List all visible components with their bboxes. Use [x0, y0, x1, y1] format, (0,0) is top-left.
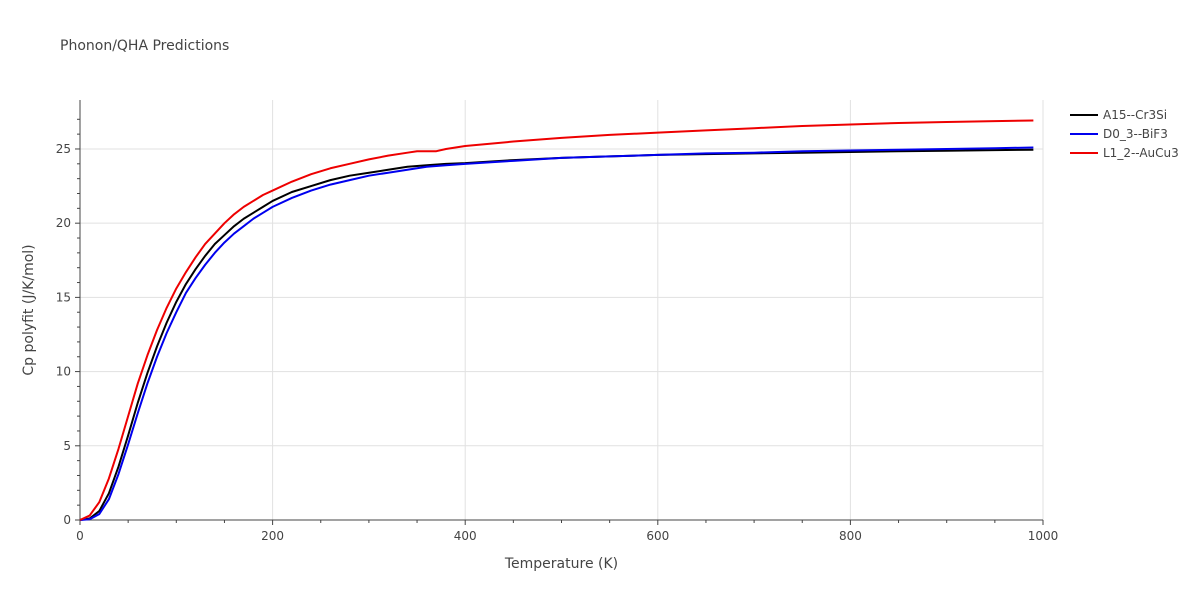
x-tick-label: 0 [76, 529, 84, 543]
legend-label-1: A15--Cr3Si [1103, 108, 1167, 122]
legend-label-2: D0_3--BiF3 [1103, 127, 1168, 141]
x-tick-label: 400 [454, 529, 477, 543]
axes [75, 100, 1044, 525]
grid [80, 100, 1044, 520]
y-tick-label: 15 [56, 290, 71, 304]
series-line-2[interactable] [79, 146, 1034, 521]
y-tick-label: 10 [56, 365, 71, 379]
series-line-1[interactable] [79, 148, 1034, 521]
tick-labels: 0 200 400 600 800 1000 0 5 10 15 20 25 [56, 142, 1059, 543]
y-axis-title: Cp polyfit (J/K/mol) [21, 244, 37, 375]
legend: A15--Cr3Si D0_3--BiF3 L1_2--AuCu3 [1070, 108, 1179, 160]
y-tick-label: 25 [56, 142, 71, 156]
legend-label-3: L1_2--AuCu3 [1103, 146, 1179, 160]
x-tick-label: 200 [261, 529, 284, 543]
y-tick-label: 20 [56, 216, 71, 230]
y-tick-label: 5 [63, 439, 71, 453]
x-tick-label: 800 [839, 529, 862, 543]
y-tick-label: 0 [63, 513, 71, 527]
plot-area[interactable] [79, 119, 1034, 521]
series-line-3[interactable] [79, 119, 1034, 521]
x-axis-title: Temperature (K) [504, 556, 618, 572]
x-tick-label: 1000 [1028, 529, 1059, 543]
chart-title: Phonon/QHA Predictions [60, 38, 229, 54]
x-tick-label: 600 [646, 529, 669, 543]
